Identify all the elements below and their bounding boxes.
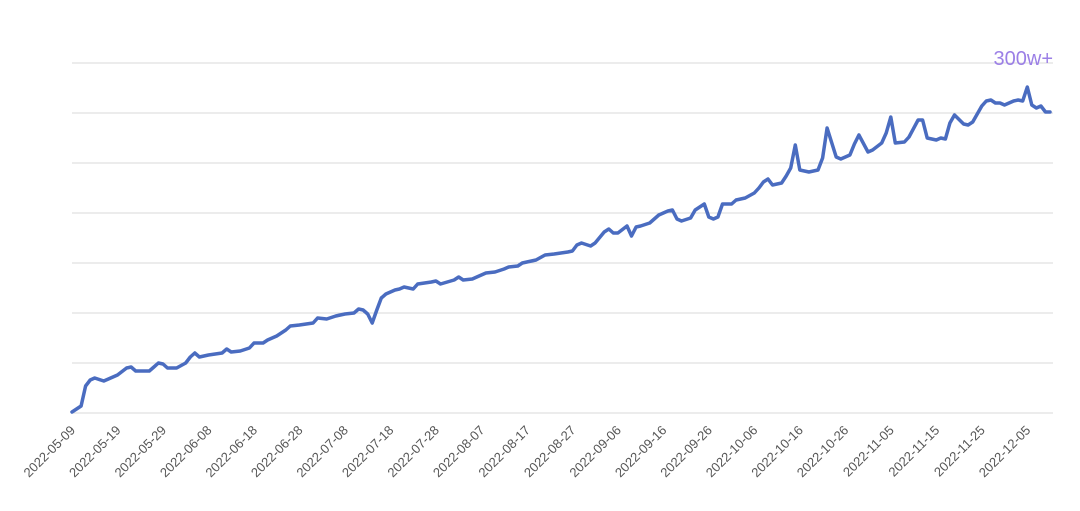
line [70, 85, 1052, 414]
annotation: 300w+ [994, 48, 1054, 70]
